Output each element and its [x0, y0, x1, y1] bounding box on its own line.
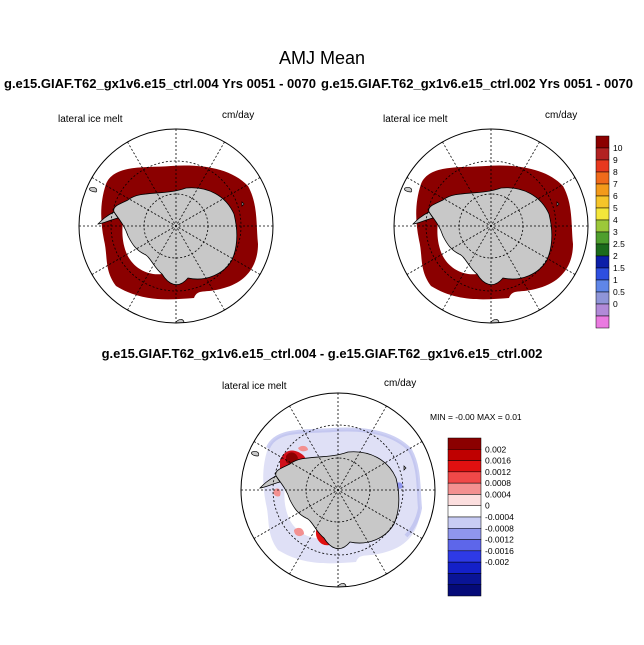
colorbar-main-label: 5 — [613, 203, 618, 213]
colorbar-main-swatch — [595, 207, 610, 221]
colorbar-diff-label: -0.0012 — [485, 535, 514, 545]
colorbar-diff-label: 0.002 — [485, 444, 507, 454]
colorbar-main-label: 4 — [613, 215, 618, 225]
colorbar-main-label: 2 — [613, 251, 618, 261]
colorbar-main-label: 0.5 — [613, 287, 625, 297]
colorbar-diff-label: -0.0004 — [485, 512, 514, 522]
colorbar-main-swatch — [595, 219, 610, 233]
diff-panel-variable: lateral ice melt — [222, 381, 287, 392]
right-panel-units: cm/day — [545, 110, 578, 121]
colorbar-diff-label: 0.0016 — [485, 456, 511, 466]
colorbar-main-swatch — [595, 243, 610, 257]
colorbar-main-label: 8 — [613, 167, 618, 177]
colorbar-diff-swatch — [447, 437, 482, 450]
colorbar-diff-swatch — [447, 539, 482, 552]
colorbar-main: 10 9 8 7 6 5 4 3 2.5 2 1.5 1 0.5 0 — [595, 135, 625, 329]
colorbar-diff-swatch — [447, 460, 482, 473]
right-map — [393, 128, 589, 324]
colorbar-main-swatch — [595, 255, 610, 269]
colorbar-diff-label: 0 — [485, 501, 490, 511]
colorbar-main-swatch — [595, 267, 610, 281]
colorbar-diff-swatch — [447, 482, 482, 495]
colorbar-diff-swatch — [447, 471, 482, 484]
colorbar-diff-label: 0.0008 — [485, 478, 511, 488]
colorbar-diff-swatch — [447, 505, 482, 518]
colorbar-diff-swatch — [447, 449, 482, 461]
colorbar-diff-label: 0.0004 — [485, 489, 511, 499]
colorbar-diff: 0.0020.00160.00120.00080.00040-0.0004-0.… — [447, 437, 514, 597]
colorbar-main-swatch — [595, 135, 610, 149]
colorbar-main-swatch — [595, 291, 610, 305]
colorbar-diff-swatch — [447, 561, 482, 574]
left-map-border — [78, 128, 274, 324]
colorbar-main-swatch — [595, 279, 610, 293]
difference-title: g.e15.GIAF.T62_gx1v6.e15_ctrl.004 - g.e1… — [101, 346, 543, 361]
right-map-border — [393, 128, 589, 324]
right-panel-case-label: g.e15.GIAF.T62_gx1v6.e15_ctrl.002 Yrs 00… — [321, 76, 633, 91]
colorbar-main-swatch — [595, 231, 610, 245]
difference-map — [240, 392, 436, 588]
colorbar-diff-swatch — [447, 528, 482, 540]
colorbar-main-swatch — [595, 315, 610, 329]
colorbar-main-label: 9 — [613, 155, 618, 165]
colorbar-main-label: 6 — [613, 191, 618, 201]
colorbar-main-swatch — [595, 147, 610, 161]
colorbar-diff-swatch — [447, 573, 482, 585]
colorbar-main-label: 10 — [613, 143, 623, 153]
colorbar-main-label: 2.5 — [613, 239, 625, 249]
diff-panel-units: cm/day — [384, 378, 417, 389]
colorbar-main-label: 1.5 — [613, 263, 625, 273]
diff-min-max: MIN = -0.00 MAX = 0.01 — [430, 412, 522, 422]
colorbar-main-label: 3 — [613, 227, 618, 237]
left-panel-case-label: g.e15.GIAF.T62_gx1v6.e15_ctrl.004 Yrs 00… — [4, 76, 316, 91]
colorbar-diff-swatch — [447, 550, 482, 563]
colorbar-main-label: 0 — [613, 299, 618, 309]
diff-map-border — [240, 392, 436, 588]
colorbar-main-swatch — [595, 303, 610, 317]
colorbar-main-swatch — [595, 159, 610, 173]
colorbar-main-swatch — [595, 195, 610, 209]
figure-title: AMJ Mean — [278, 48, 366, 68]
left-map — [78, 128, 274, 324]
colorbar-diff-swatch — [447, 516, 482, 529]
left-panel-variable: lateral ice melt — [58, 114, 123, 125]
colorbar-main-swatch — [595, 171, 610, 185]
colorbar-diff-swatch — [447, 584, 482, 597]
colorbar-diff-label: -0.0008 — [485, 523, 514, 533]
colorbar-diff-label: -0.0016 — [485, 546, 514, 556]
colorbar-main-swatch — [595, 183, 610, 197]
left-panel-units: cm/day — [222, 110, 255, 121]
right-panel-variable: lateral ice melt — [383, 114, 448, 125]
colorbar-main-label: 7 — [613, 179, 618, 189]
colorbar-diff-label: -0.002 — [485, 557, 509, 567]
colorbar-main-label: 1 — [613, 275, 618, 285]
colorbar-diff-swatch — [447, 494, 482, 506]
colorbar-diff-label: 0.0012 — [485, 467, 511, 477]
